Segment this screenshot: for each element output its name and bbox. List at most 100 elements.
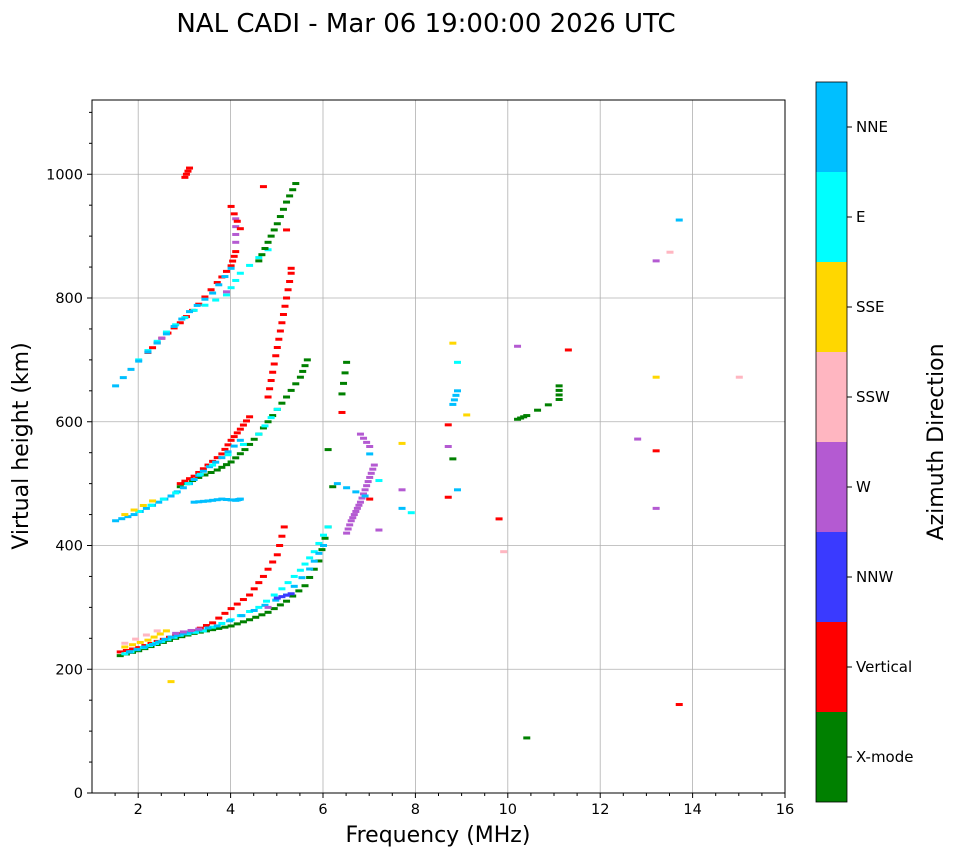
echo-point <box>238 614 246 618</box>
echo-point <box>139 503 147 507</box>
colorbar-tick-label: NNE <box>856 118 888 136</box>
echo-point <box>149 643 157 646</box>
echo-point <box>135 646 143 650</box>
echo-point <box>276 603 284 607</box>
echo-point <box>209 498 217 502</box>
echo-point <box>227 438 235 442</box>
colorbar-frame <box>815 81 848 803</box>
colorbar-segment <box>816 82 847 172</box>
echo-point <box>299 369 307 373</box>
echo-point <box>195 475 203 479</box>
x-tick-label: 16 <box>776 802 794 818</box>
echo-point <box>269 370 277 374</box>
echo-point <box>207 288 215 292</box>
x-tick-label: 10 <box>499 802 517 818</box>
colorbar-tick-label: SSE <box>856 298 885 316</box>
echo-point <box>232 217 240 221</box>
echo-point <box>366 452 374 456</box>
echo-point <box>233 622 241 626</box>
echo-point <box>250 437 258 441</box>
echo-point <box>232 232 240 236</box>
echo-point <box>227 460 235 464</box>
echo-point <box>366 445 374 448</box>
echo-point <box>452 393 460 397</box>
echo-point <box>201 473 209 477</box>
echo-point <box>236 227 244 231</box>
echo-point <box>162 629 170 633</box>
plot-frame <box>91 99 786 794</box>
echo-point <box>186 166 194 170</box>
echo-point <box>153 629 161 633</box>
echo-point <box>315 559 323 563</box>
echo-point <box>278 401 286 405</box>
echo-point <box>258 613 266 617</box>
echo-point <box>283 599 291 603</box>
colorbar-segment <box>816 352 847 442</box>
echo-point <box>232 278 240 282</box>
y-tick-label: 1000 <box>46 167 83 183</box>
echo-point <box>156 632 164 636</box>
echo-point <box>352 490 360 494</box>
echo-point <box>209 628 217 632</box>
echo-point <box>287 271 295 275</box>
echo-point <box>303 358 311 362</box>
echo-point <box>236 497 244 501</box>
echo-point <box>199 499 207 503</box>
echo-point <box>315 541 323 545</box>
echo-point <box>190 308 198 312</box>
echo-point <box>267 416 275 420</box>
echo-point <box>279 207 287 211</box>
colorbar-tick-label: E <box>856 208 865 226</box>
echo-point <box>222 269 230 273</box>
echo-point <box>310 567 318 571</box>
echo-point <box>227 286 235 290</box>
echo-point <box>358 496 366 500</box>
echo-point <box>514 344 522 348</box>
echo-point <box>318 548 326 552</box>
trace-13 <box>190 497 244 504</box>
echo-point <box>196 472 204 476</box>
echo-point <box>398 506 406 510</box>
echo-point <box>333 482 341 486</box>
trace-26 <box>375 360 461 515</box>
echo-point <box>315 551 323 555</box>
echo-point <box>167 680 175 684</box>
colorbar-segment <box>816 532 847 622</box>
echo-point <box>212 298 220 302</box>
echo-point <box>324 525 332 529</box>
trace-8 <box>176 358 311 489</box>
echo-point <box>347 519 355 523</box>
colorbar-tick-label: Vertical <box>856 658 912 676</box>
echo-point <box>449 341 457 345</box>
y-tick-label: 0 <box>74 786 83 802</box>
echo-point <box>215 283 223 287</box>
echo-point <box>209 625 217 629</box>
echo-point <box>270 593 278 597</box>
echo-point <box>193 303 201 307</box>
echo-point <box>112 519 120 523</box>
echo-point <box>232 250 240 254</box>
echo-point <box>264 420 272 424</box>
echo-point <box>162 330 170 334</box>
echo-point <box>233 219 241 223</box>
echo-point <box>321 536 329 540</box>
echo-point <box>172 323 180 327</box>
echo-point <box>155 640 163 644</box>
echo-point <box>179 632 187 636</box>
echo-point <box>176 321 184 325</box>
echo-point <box>204 626 212 630</box>
echo-point <box>353 506 361 510</box>
echo-point <box>370 463 378 467</box>
echo-point <box>295 589 303 593</box>
echo-point <box>350 513 358 517</box>
echo-point <box>555 388 563 392</box>
echo-point <box>178 317 186 321</box>
echo-point <box>634 437 642 441</box>
echo-point <box>195 500 203 504</box>
echo-point <box>239 442 247 446</box>
echo-point <box>273 346 281 349</box>
echo-point <box>227 624 235 628</box>
echo-point <box>564 348 572 352</box>
echo-point <box>142 633 150 637</box>
x-axis-label: Frequency (MHz) <box>346 823 531 848</box>
